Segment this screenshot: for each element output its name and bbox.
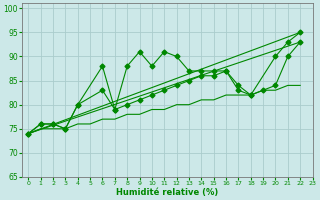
X-axis label: Humidité relative (%): Humidité relative (%) xyxy=(116,188,219,197)
